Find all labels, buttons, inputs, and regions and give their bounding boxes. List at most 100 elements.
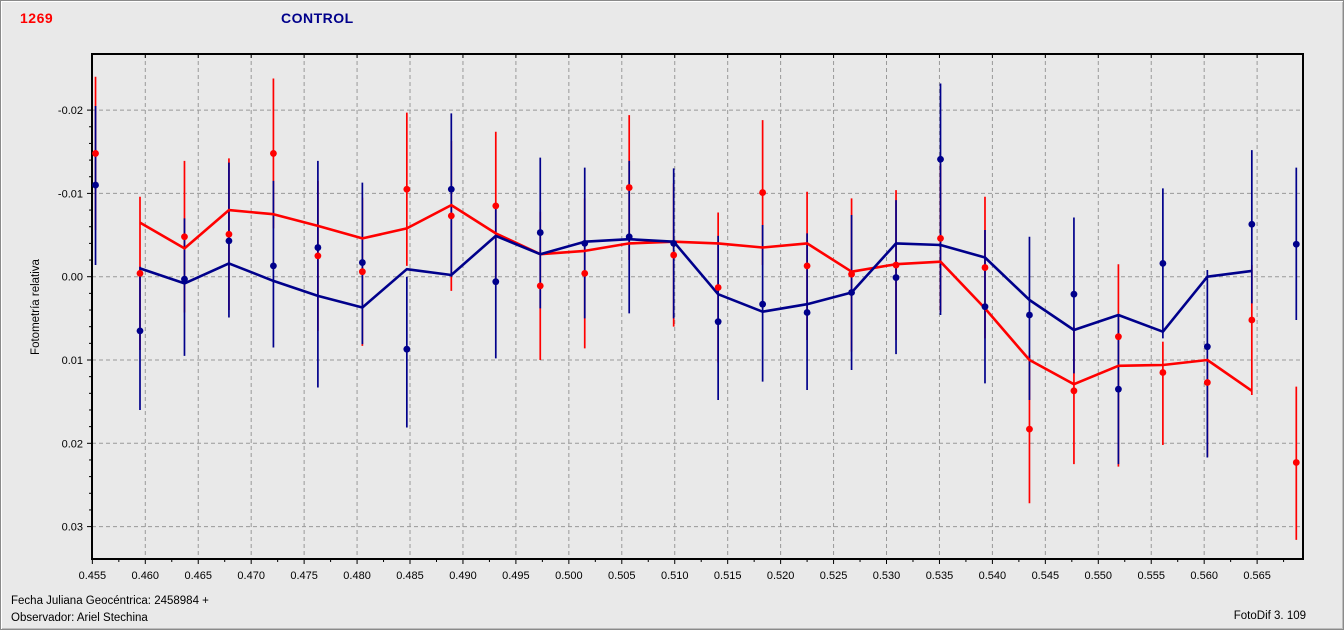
app-version-label: FotoDif 3. 109 [1233,610,1306,622]
data-point [714,284,722,291]
control-star-mean-line [139,234,1252,334]
data-point [136,327,144,335]
data-point [92,150,99,157]
data-point [803,309,811,316]
data-point [1248,316,1256,324]
data-point [892,274,900,281]
svg-text:0.505: 0.505 [608,570,636,582]
data-point [314,244,322,251]
y-tick-labels: -0.02 -0.01 0.00 0.01 0.02 0.03 [58,105,83,534]
control-star-error-bars [94,83,1298,465]
data-point [1159,369,1167,376]
data-point [270,150,277,157]
observer-label: Observador: Ariel Stechina [11,612,148,624]
data-point [492,278,500,286]
objeto-1269-error-bars [94,76,1298,540]
svg-text:0.545: 0.545 [1032,570,1060,582]
data-point [892,261,900,269]
data-point [447,212,455,220]
svg-text:0.520: 0.520 [767,570,795,582]
data-point [181,275,188,283]
svg-text:0.00: 0.00 [62,272,83,284]
svg-text:0.515: 0.515 [714,570,742,582]
data-point [670,239,678,247]
julian-date-label: Fecha Juliana Geocéntrica: 2458984 + [11,595,209,607]
data-point [848,289,855,296]
data-point [714,318,722,326]
data-point [1026,311,1033,319]
svg-text:0.460: 0.460 [132,570,160,582]
svg-text:0.465: 0.465 [184,570,212,582]
data-point [225,230,233,238]
data-point [1292,459,1300,466]
data-point [1070,387,1078,395]
data-point [1292,240,1300,248]
data-point [625,233,633,241]
data-point [225,237,233,245]
data-point [403,185,411,193]
svg-text:0.565: 0.565 [1243,570,1271,582]
data-point [1159,259,1167,267]
data-point [581,239,589,247]
data-point [937,155,944,163]
data-point [314,252,322,260]
svg-text:0.470: 0.470 [237,570,265,582]
svg-text:-0.02: -0.02 [58,105,83,117]
data-point [670,251,678,259]
tick-marks [87,54,1285,564]
svg-text:0.555: 0.555 [1137,570,1165,582]
y-axis-title: Fotometría relativa [30,258,42,354]
data-point [403,345,411,353]
data-point [1070,290,1078,298]
objeto-1269-mean-line [139,203,1253,392]
data-point [1203,379,1211,386]
data-point [270,262,277,270]
data-point [92,181,99,189]
svg-text:0.03: 0.03 [62,522,83,534]
data-point [759,189,767,196]
data-point [981,264,989,271]
data-point [803,262,811,270]
svg-text:0.490: 0.490 [449,570,477,582]
data-point [625,184,633,191]
data-point [136,269,144,277]
data-point [536,282,544,290]
data-point [981,303,989,311]
grid [92,54,1303,559]
svg-text:0.475: 0.475 [290,570,318,582]
objeto-1269-points [92,150,1300,466]
plot-frame [91,53,1304,560]
control-star-points [92,155,1300,393]
svg-text:0.535: 0.535 [926,570,954,582]
svg-text:0.540: 0.540 [979,570,1007,582]
data-point [1203,343,1211,351]
svg-text:-0.01: -0.01 [58,188,83,200]
svg-text:0.485: 0.485 [396,570,424,582]
data-point [181,233,188,241]
svg-text:0.560: 0.560 [1190,570,1218,582]
svg-text:0.480: 0.480 [343,570,371,582]
svg-text:0.455: 0.455 [79,570,107,582]
svg-text:0.01: 0.01 [62,355,83,367]
svg-text:0.02: 0.02 [62,438,83,450]
data-point [358,259,366,266]
data-point [536,229,544,236]
data-point [759,300,767,308]
data-point [358,268,366,276]
data-point [447,185,455,193]
svg-text:0.510: 0.510 [661,570,689,582]
data-point [492,202,500,210]
svg-text:0.500: 0.500 [555,570,583,582]
svg-text:0.525: 0.525 [820,570,848,582]
data-point [1248,220,1256,228]
data-point [937,234,944,242]
data-point [1115,333,1122,341]
object-id-label: 1269 [20,10,54,26]
data-point [581,269,589,277]
svg-text:0.550: 0.550 [1085,570,1113,582]
chart-layers: 0.455 0.460 0.465 0.470 0.475 0.480 0.485 0.490… [58,53,1304,582]
data-point [848,270,855,278]
svg-text:0.495: 0.495 [502,570,530,582]
